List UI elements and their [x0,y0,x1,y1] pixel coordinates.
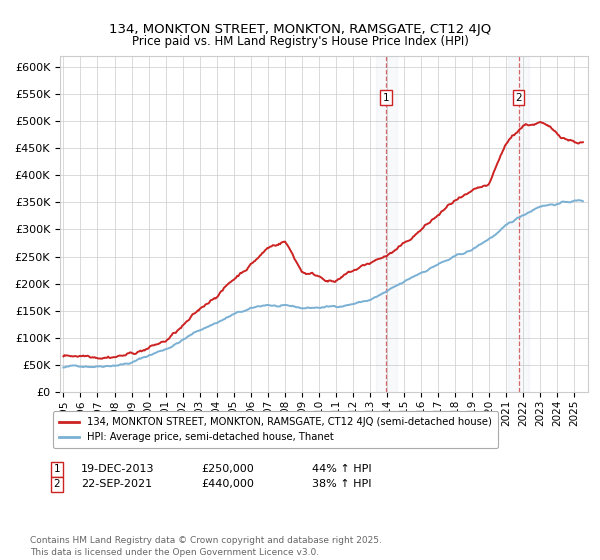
Text: 19-DEC-2013: 19-DEC-2013 [81,464,155,474]
Text: 1: 1 [383,93,389,102]
Bar [508,56,529,392]
Text: Contains HM Land Registry data © Crown copyright and database right 2025.
This d: Contains HM Land Registry data © Crown c… [30,536,382,557]
Text: 44% ↑ HPI: 44% ↑ HPI [312,464,371,474]
Text: 22-SEP-2021: 22-SEP-2021 [81,479,152,489]
Text: 1: 1 [53,464,61,474]
Text: 2: 2 [515,93,522,102]
Text: 134, MONKTON STREET, MONKTON, RAMSGATE, CT12 4JQ: 134, MONKTON STREET, MONKTON, RAMSGATE, … [109,24,491,36]
Text: Price paid vs. HM Land Registry's House Price Index (HPI): Price paid vs. HM Land Registry's House … [131,35,469,48]
Text: 2: 2 [53,479,61,489]
Text: 38% ↑ HPI: 38% ↑ HPI [312,479,371,489]
Bar [376,56,397,392]
Text: £440,000: £440,000 [201,479,254,489]
Text: £250,000: £250,000 [201,464,254,474]
Legend: 134, MONKTON STREET, MONKTON, RAMSGATE, CT12 4JQ (semi-detached house), HPI: Ave: 134, MONKTON STREET, MONKTON, RAMSGATE, … [53,411,498,449]
